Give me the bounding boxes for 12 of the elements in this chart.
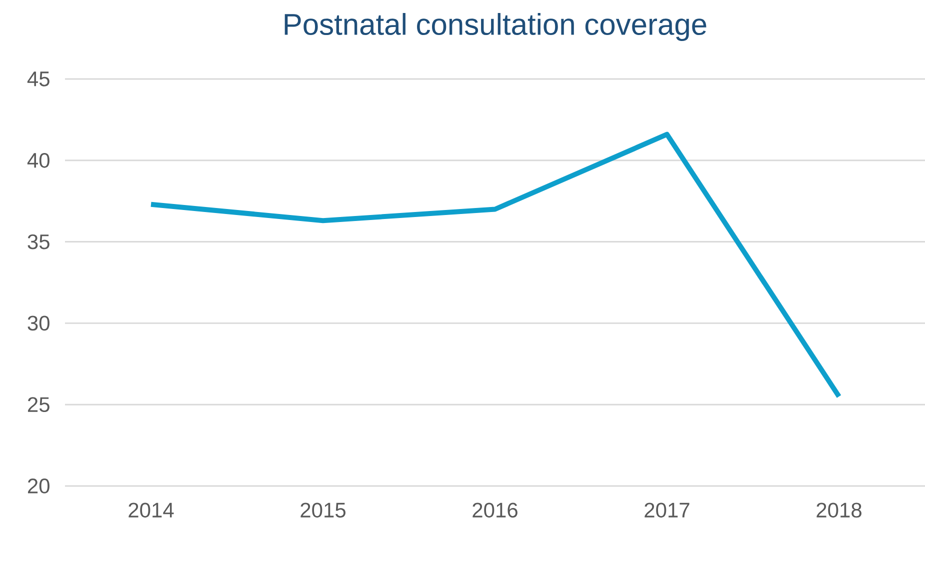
x-tick-label: 2016 bbox=[472, 502, 518, 518]
chart-title: Postnatal consultation coverage bbox=[284, 12, 706, 41]
y-tick-label: 35 bbox=[28, 234, 50, 250]
x-tick-label: 2015 bbox=[300, 502, 346, 518]
x-tick-label: 2018 bbox=[816, 502, 862, 518]
y-tick-label: 20 bbox=[28, 478, 50, 494]
y-tick-label: 40 bbox=[27, 152, 50, 168]
x-tick-label: 2017 bbox=[644, 502, 690, 518]
y-tick-label: 25 bbox=[28, 397, 50, 412]
x-tick-label: 2014 bbox=[128, 502, 174, 518]
y-tick-label: 45 bbox=[27, 72, 50, 86]
y-tick-label: 30 bbox=[28, 316, 50, 331]
